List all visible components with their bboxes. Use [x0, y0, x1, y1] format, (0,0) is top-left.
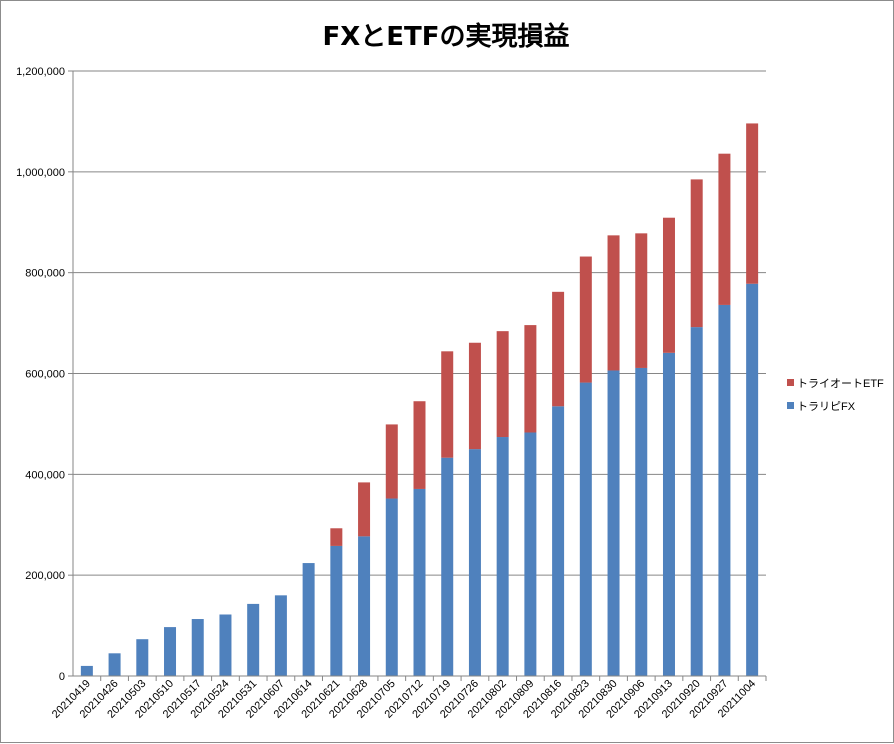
y-tick-label: 400,000 — [25, 469, 65, 481]
y-tick-label: 200,000 — [25, 570, 65, 582]
y-tick-label: 1,200,000 — [16, 66, 65, 78]
bar-fx — [496, 437, 509, 676]
bar-fx — [746, 283, 759, 676]
x-axis-ticks: 2021041920210426202105032021051020210517… — [50, 676, 767, 721]
y-tick-label: 800,000 — [25, 268, 65, 280]
bar-etf — [496, 331, 509, 438]
bar-etf — [662, 217, 675, 353]
grid-layer — [73, 70, 766, 576]
y-tick-label: 0 — [59, 671, 65, 683]
bar-etf — [468, 342, 481, 450]
bar-fx — [552, 406, 565, 676]
bar-fx — [718, 304, 731, 676]
bar-etf — [635, 233, 648, 368]
bar-fx — [662, 352, 675, 676]
bar-fx — [136, 639, 149, 676]
bar-etf — [718, 153, 731, 305]
y-tick-label: 1,000,000 — [16, 167, 65, 179]
bar-fx — [607, 370, 620, 676]
bar-fx — [164, 627, 177, 676]
bar-etf — [552, 291, 565, 407]
bar-fx — [441, 457, 454, 676]
bar-fx — [413, 488, 426, 676]
bar-etf — [441, 351, 454, 458]
bar-fx — [247, 603, 260, 676]
bar-etf — [690, 179, 703, 328]
bar-etf — [413, 401, 426, 489]
bar-etf — [330, 528, 343, 546]
bar-fx — [191, 619, 204, 676]
bar-etf — [607, 235, 620, 371]
bar-fx — [108, 653, 121, 676]
bar-fx — [219, 614, 232, 676]
bar-etf — [358, 482, 371, 537]
legend-label: トライオートETF — [797, 377, 884, 390]
bar-fx — [579, 382, 592, 676]
bar-fx — [274, 595, 287, 676]
bar-fx — [690, 327, 703, 676]
bar-fx — [302, 563, 315, 676]
bar-etf — [579, 256, 592, 383]
y-tick-label: 600,000 — [25, 369, 65, 381]
chart-title: FXとETFの実現損益 — [322, 21, 569, 52]
bar-fx — [358, 536, 371, 676]
bar-fx — [330, 545, 343, 676]
bar-layer — [80, 123, 759, 676]
legend: トライオートETF トラリピFX — [787, 377, 884, 413]
bar-fx — [80, 665, 93, 676]
bar-etf — [385, 424, 398, 499]
axis-layer — [72, 71, 766, 677]
legend-swatch — [787, 402, 794, 409]
bar-etf — [746, 123, 759, 284]
legend-label: トラリピFX — [797, 400, 856, 413]
bar-fx — [524, 432, 537, 676]
bar-fx — [385, 498, 398, 676]
y-axis-ticks: 0 200,000 400,000 600,000 800,000 1,000,000 1,… — [16, 66, 73, 683]
bar-fx — [635, 367, 648, 676]
legend-swatch — [787, 379, 794, 386]
bar-etf — [524, 325, 537, 433]
bar-fx — [468, 449, 481, 676]
